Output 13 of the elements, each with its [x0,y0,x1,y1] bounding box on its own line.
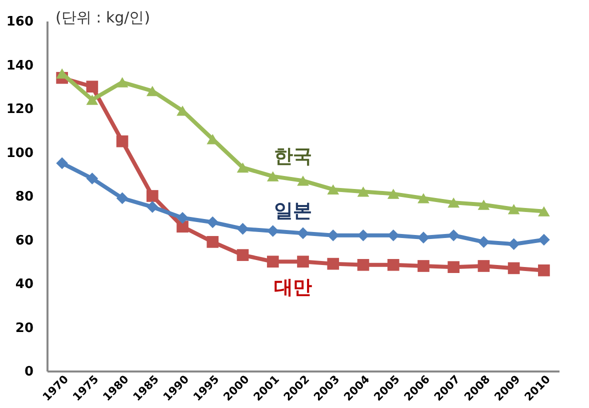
y-tick-label: 80 [15,190,34,204]
y-tick-label: 20 [15,320,34,336]
y-tick-label: 120 [6,102,34,117]
y-tick-label: 140 [6,58,34,74]
y-tick-label: 40 [15,277,34,292]
series-label: 대만 [274,276,312,299]
y-tick-label: 60 [15,233,34,248]
y-tick-label: 100 [6,146,34,161]
series-label: 일본 [274,200,312,222]
series-label: 한국 [274,146,312,168]
y-axis-title: (단위 : kg/인) [56,8,150,26]
y-tick-label: 0 [24,364,34,380]
y-tick-label: 160 [6,14,34,30]
